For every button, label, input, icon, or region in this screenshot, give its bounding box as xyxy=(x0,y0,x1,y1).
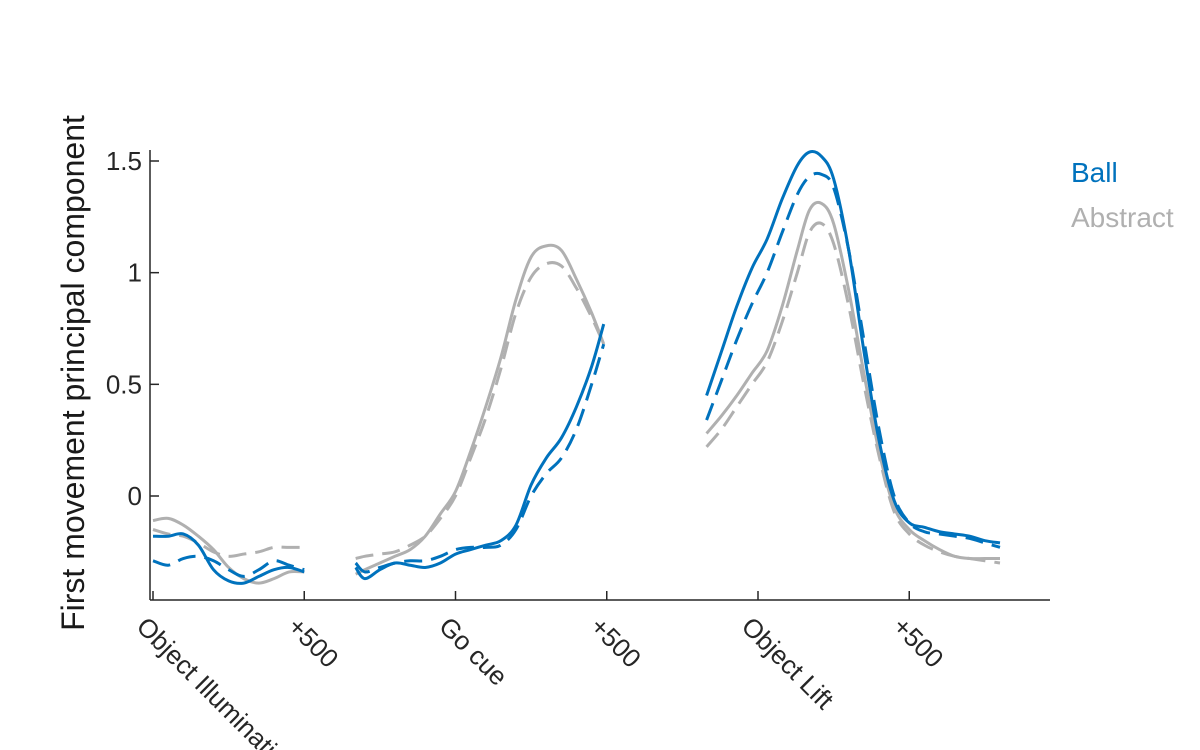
y-axis-title: First movement principal component xyxy=(55,115,91,631)
series-line-2-segment-2 xyxy=(705,200,1000,561)
series-line-3-segment-2 xyxy=(705,221,1001,565)
series-line-3-segment-0 xyxy=(152,528,305,558)
x-tick-label: Object Illumination xyxy=(131,611,303,750)
legend-item: Ball xyxy=(1071,157,1118,188)
y-tick-label: 1 xyxy=(128,258,142,288)
y-ticks: 1.5 1 0.5 0 xyxy=(106,146,159,511)
x-ticks: Object Illumination+500 Go cue +500 Object … xyxy=(131,591,950,750)
series-line-2-segment-0 xyxy=(152,516,305,585)
legend: Ball Abstract xyxy=(1071,157,1174,233)
x-tick-label: +500 xyxy=(887,611,950,674)
x-tick-label: +500 xyxy=(282,611,345,674)
series-layer xyxy=(152,150,1001,585)
series-line-3-segment-1 xyxy=(355,261,606,560)
series-line-1-segment-2 xyxy=(705,171,1001,549)
y-tick-label: 1.5 xyxy=(106,146,142,176)
y-tick-label: 0.5 xyxy=(106,369,142,399)
series-line-2-segment-1 xyxy=(355,243,606,576)
y-tick-label: 0 xyxy=(128,481,142,511)
series-line-0-segment-0 xyxy=(152,532,305,585)
legend-item: Abstract xyxy=(1071,202,1174,233)
series-line-1-segment-0 xyxy=(152,554,305,578)
series-line-1-segment-1 xyxy=(354,343,606,574)
series-line-0-segment-2 xyxy=(705,150,1001,545)
x-tick-label: Go cue xyxy=(433,611,513,691)
series-line-0-segment-1 xyxy=(354,323,606,581)
x-tick-label: +500 xyxy=(585,611,648,674)
x-tick-label: Object Lift xyxy=(736,611,841,716)
